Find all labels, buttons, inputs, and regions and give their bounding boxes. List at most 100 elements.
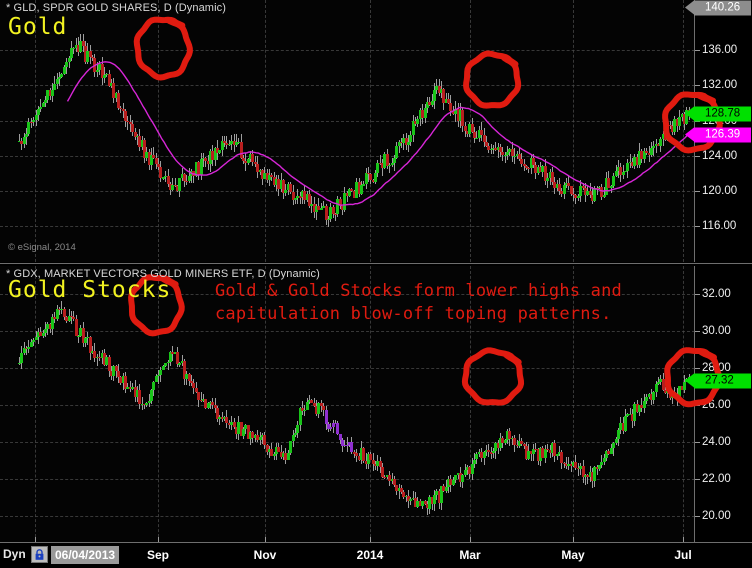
price-axis-label: 24.00 [702,435,731,448]
panel-gold[interactable]: 136.00132.00128.00124.00120.00116.00140.… [0,0,752,262]
candle-body [426,503,429,509]
candle-body [268,448,271,452]
candle-wick [658,377,659,386]
candle-body [56,308,59,320]
candle-body [301,407,304,411]
candle-body [129,387,132,389]
candle-wick [354,449,355,458]
candle-wick [392,472,393,485]
candle-body [273,454,276,457]
price-tag-green[interactable]: 27.32 [685,373,751,389]
candle-body [138,390,141,405]
candle-body [247,425,250,439]
candle-body [473,459,476,464]
price-tag-value: 126.39 [705,128,741,141]
candle-wick [127,116,128,130]
candle-body [20,353,23,363]
panel-gdx[interactable]: D 32.0030.0028.0026.0024.0022.0020.0027.… [0,266,752,542]
candle-body [263,435,266,445]
candle-body [259,437,262,440]
dynamic-mode-button[interactable]: Dyn [3,547,26,561]
candle-body [103,352,106,366]
candle-body [445,487,448,492]
candle-body [376,163,379,174]
candle-wick [144,403,145,410]
candle-body [525,445,528,459]
candle-body [395,145,398,158]
axis-tick-mark [695,368,700,370]
candle-body [421,501,424,506]
candle-body [60,74,63,77]
plot-area-gdx[interactable]: D [0,266,695,542]
candle-wick [559,446,560,456]
candle-body [310,400,313,403]
vertical-gridline [158,0,159,262]
candle-body [150,390,153,402]
candle-body [108,357,111,371]
candle-body [461,474,464,482]
candle-body [75,318,78,337]
candle-body [539,447,542,461]
candle-body [89,50,92,58]
candle-wick [222,411,223,423]
candle-body [131,124,134,133]
candle-wick [524,443,525,449]
candle-wick [59,307,60,316]
candle-wick [547,444,548,452]
candle-body [143,404,146,406]
candle-body [96,356,99,359]
candle-body [475,454,478,460]
candle-body [341,439,344,446]
candle-body [329,207,332,220]
price-axis-label: 120.00 [702,185,738,198]
candle-body [296,424,299,433]
candle-wick [59,71,60,87]
candle-wick [61,301,62,315]
candle-body [91,350,94,353]
candle-body [148,401,151,404]
candle-body [197,392,200,400]
price-tag-magenta[interactable]: 126.39 [685,127,751,143]
candle-body [520,440,523,445]
price-tag-green[interactable]: 128.78 [685,106,751,122]
candle-body [315,406,318,415]
candle-body [204,399,207,409]
vertical-gridline [158,266,159,542]
candle-body [176,352,179,365]
panel-divider [0,263,752,264]
candle-body [334,422,337,425]
candle-body [567,463,570,466]
price-axis-gdx[interactable]: 32.00 30.00 28.00 26.00 24.00 22.00 20.00 27.32 [685,266,752,542]
candle-body [167,361,170,364]
candle-body [523,444,526,446]
plot-area-gold[interactable] [0,0,695,262]
candle-wick [26,346,27,356]
candle-body [221,417,224,419]
candle-body [124,376,127,389]
candle-wick [486,444,487,456]
candle-body [400,487,403,493]
date-readout[interactable]: 06/04/2013 [51,546,120,564]
price-axis-gold[interactable]: 136.00132.00128.00124.00120.00116.00140.… [685,0,752,262]
candle-body [282,452,285,457]
price-tag-gray[interactable]: 140.26 [685,0,751,16]
candle-body [492,451,495,453]
candle-body [412,497,415,500]
candle-body [454,474,457,481]
candle-body [365,460,368,465]
candle-body [313,203,316,213]
candle-body [558,451,561,455]
candle-body [18,362,21,364]
candle-body [405,495,408,497]
lock-icon[interactable] [31,546,48,563]
candle-wick [97,353,98,366]
candle-wick [73,311,74,321]
candle-body [336,198,339,215]
time-axis-label: Nov [253,548,277,562]
horizontal-gridline [0,50,695,52]
candle-body [320,402,323,407]
time-axis-tick-mark [158,537,159,542]
axis-tick-mark [695,478,700,480]
candle-body [600,462,603,466]
status-bar[interactable]: Dyn 06/04/2013 Sep Nov 2014 Mar May Jul [0,537,752,568]
